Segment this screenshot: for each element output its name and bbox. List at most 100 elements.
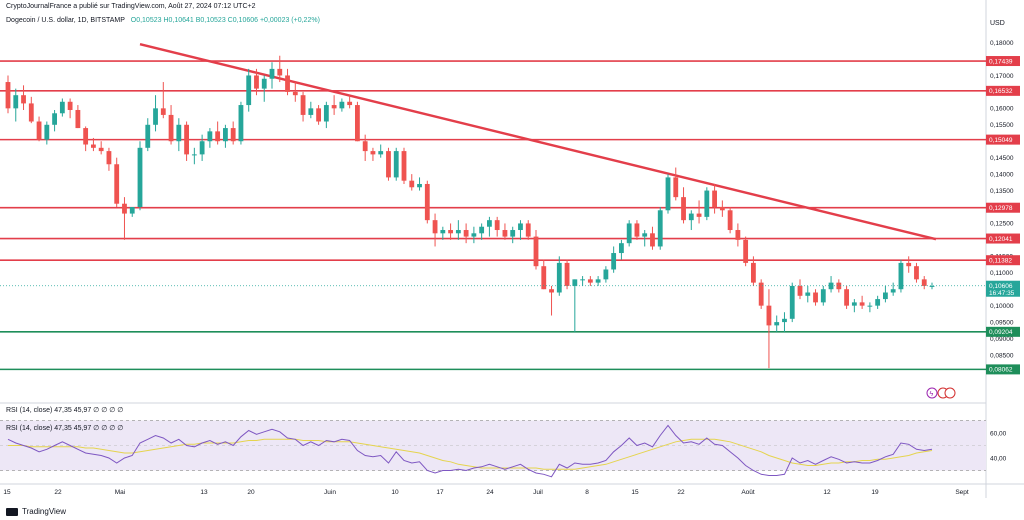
candle-body (323, 105, 329, 122)
candle-body (28, 103, 34, 122)
candle-body (59, 101, 65, 114)
candle-body (67, 101, 73, 110)
candle-body (370, 151, 376, 155)
candle-body (914, 266, 919, 280)
candle-body (774, 322, 780, 326)
flag-us-icon-2[interactable] (944, 387, 956, 399)
candle-body (890, 289, 896, 293)
support-level-tag (986, 364, 1020, 375)
candle-body (898, 262, 904, 290)
candle-body (851, 302, 857, 306)
candle-body (176, 124, 182, 142)
candle-body (727, 210, 733, 231)
candle-body (875, 299, 881, 306)
candle-body (859, 302, 865, 306)
resistance-level-tag (986, 134, 1020, 145)
candle-body (393, 151, 399, 178)
candle-body (572, 279, 578, 286)
candle-body (13, 95, 19, 109)
resistance-level-tag (986, 85, 1020, 96)
candle-body (106, 151, 112, 165)
rsi-pane: 60,00 40,00 (0, 420, 1007, 478)
candle-body (91, 144, 96, 148)
candle-body (160, 108, 166, 115)
y-tick-label: 0,18000 (990, 40, 1014, 47)
candle-body (502, 230, 508, 237)
candle-body (44, 124, 50, 140)
candle-body (98, 147, 104, 152)
rsi-label-top[interactable]: RSI (14, close) 47,35 45,97 ∅ ∅ ∅ ∅ (6, 407, 124, 414)
candle-body (424, 183, 430, 221)
y-tick-label: 0,08500 (990, 352, 1014, 359)
x-tick-label: 10 (391, 489, 399, 496)
rsi-label-pane[interactable]: RSI (14, close) 47,35 45,97 ∅ ∅ ∅ ∅ (6, 425, 124, 432)
candle-body (688, 213, 694, 221)
candle-body (510, 230, 516, 237)
candle-body (316, 108, 321, 122)
candle-body (525, 223, 531, 237)
candle-body (797, 285, 803, 296)
lightning-icon[interactable] (926, 387, 938, 399)
candle-body (619, 243, 624, 254)
candle-body (378, 151, 384, 155)
lightning-glyph: ϟ (930, 391, 934, 398)
candle-body (401, 151, 407, 181)
x-tick-label: 8 (585, 489, 589, 496)
price-levels: 0,17439 0,16532 0,15049 0,12978 0,12041 0,113… (0, 56, 1020, 375)
tradingview-logo-icon (6, 507, 18, 516)
candle-body (657, 210, 663, 247)
candle-body (595, 279, 601, 283)
candle-body (207, 131, 213, 142)
event-icons[interactable]: ϟ (926, 387, 956, 399)
rsi-tick-label: 60,00 (990, 430, 1007, 437)
candle-body (758, 282, 764, 306)
candle-body (751, 262, 756, 283)
candle-body (277, 68, 283, 76)
candle-body (743, 239, 749, 263)
candle-body (813, 292, 818, 303)
candle-body (184, 124, 189, 155)
candle-body (634, 223, 640, 237)
y-tick-label: 0,09000 (990, 336, 1014, 343)
candle-body (440, 230, 446, 234)
candle-body (704, 190, 710, 217)
symbol-title[interactable]: Dogecoin / U.S. dollar, 1D, BITSTAMP (6, 17, 125, 24)
candle-body (230, 128, 236, 142)
resistance-level-tag (986, 255, 1020, 266)
candle-body (735, 230, 741, 240)
x-tick-label: 19 (871, 489, 879, 496)
y-tick-label: 0,14000 (990, 171, 1014, 178)
candle-body (766, 305, 772, 326)
x-tick-label: Mai (115, 489, 125, 496)
rsi-tick-label: 40,00 (990, 455, 1007, 462)
countdown-label: 16:47:35 (989, 290, 1015, 297)
candle-body (168, 114, 174, 142)
candle-body (331, 105, 337, 109)
candle-body (254, 75, 259, 89)
candle-body (696, 213, 702, 217)
currency-label[interactable]: USD (990, 20, 1005, 27)
resistance-level-label: 0,12041 (989, 236, 1013, 243)
candle-body (642, 233, 648, 237)
ohlc-readout: O0,10523 H0,10641 B0,10523 C0,10606 +0,0… (130, 17, 320, 24)
x-tick-label: 12 (823, 489, 831, 496)
candle-body (246, 75, 252, 106)
y-tick-label: 0,14500 (990, 155, 1014, 162)
footer-brand[interactable]: TradingView (6, 507, 66, 516)
candle-body (471, 233, 477, 237)
candle-body (386, 151, 391, 178)
candle-body (432, 220, 438, 234)
candle-body (719, 207, 725, 211)
candles-group (5, 55, 935, 369)
x-tick-label: 20 (247, 489, 255, 496)
candle-body (518, 223, 523, 231)
candle-body (269, 68, 275, 79)
candle-body (199, 141, 205, 155)
candle-body (805, 292, 811, 296)
candle-body (549, 289, 554, 293)
brand-name: TradingView (22, 507, 67, 516)
support-level-tag (986, 326, 1020, 337)
candle-body (362, 141, 368, 152)
